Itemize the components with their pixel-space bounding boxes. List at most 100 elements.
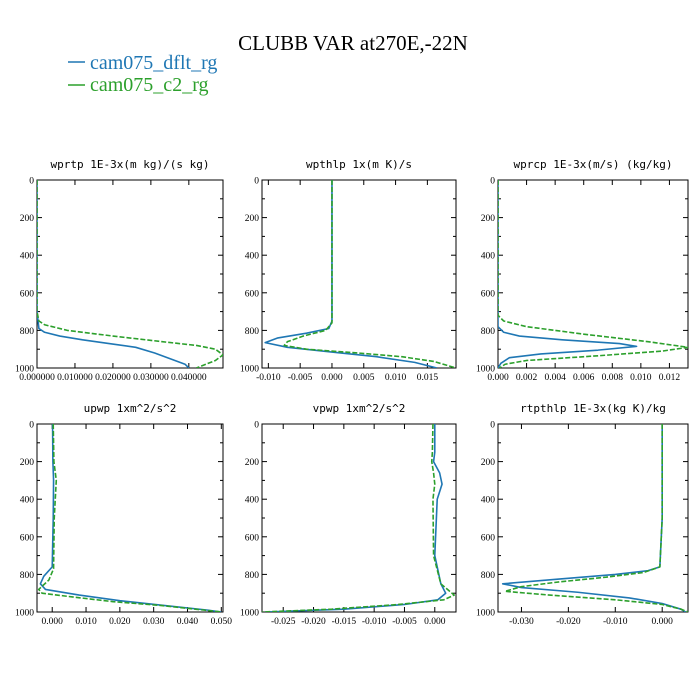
series-line-c2 [262,424,455,612]
x-tick-label: 0.000 [321,373,343,383]
panel-title: vpwp 1xm^2/s^2 [313,402,406,415]
legend-label-dflt: cam075_dflt_rg [90,52,217,74]
y-tick-label: 200 [481,458,496,468]
x-tick-label: 0.040 [177,617,199,627]
x-tick-label: 0.040000 [171,373,207,383]
y-tick-label: 400 [481,252,496,262]
x-tick-label: 0.020 [109,617,131,627]
y-tick-label: 800 [20,327,35,337]
panel-3: wprcp 1E-3x(m/s) (kg/kg) 0 200 400 600 800 100… [476,158,689,383]
y-tick-label: 1000 [15,365,34,375]
y-tick-label: 0 [29,421,34,431]
x-tick-label: 0.020000 [95,373,131,383]
y-tick-label: 600 [245,533,260,543]
y-tick-label: 800 [481,571,496,581]
y-tick-label: 600 [245,289,260,299]
x-tick-label: 0.050 [211,617,233,627]
y-tick-label: 600 [481,289,496,299]
y-tick-label: 600 [20,289,35,299]
panel-title: wprtp 1E-3x(m kg)/(s kg) [51,158,210,171]
series-line-dflt [265,424,447,612]
y-tick-label: 1000 [476,609,495,619]
x-tick-label: -0.005 [288,373,313,383]
x-tick-label: 0.005 [353,373,375,383]
x-tick-label: 0.000 [487,373,509,383]
x-tick-label: 0.008 [602,373,624,383]
y-tick-label: 1000 [240,609,259,619]
series-line-c2 [37,424,222,612]
x-tick-label: -0.005 [392,617,417,627]
x-tick-label: 0.010000 [57,373,93,383]
x-tick-label: -0.020 [556,617,581,627]
plot-frame [497,179,689,369]
panel-title: wprcp 1E-3x(m/s) (kg/kg) [514,158,673,171]
panel-5: vpwp 1xm^2/s^2 0 200 400 600 800 1000 -0.025 -0.… [240,402,457,627]
x-tick-label: 0.010 [385,373,407,383]
x-tick-label: 0.002 [516,373,538,383]
panel-title: upwp 1xm^2/s^2 [84,402,177,415]
y-tick-label: 0 [490,177,495,187]
panel-2: wpthlp 1x(m K)/s 0 200 400 600 800 1000-0.010-… [240,158,457,383]
y-tick-label: 800 [245,327,260,337]
y-tick-label: 800 [481,327,496,337]
y-tick-label: 600 [20,533,35,543]
panel-grid: wprtp 1E-3x(m kg)/(s kg) 0 200 400 600 800 100… [15,158,689,627]
x-tick-label: -0.010 [603,617,628,627]
x-tick-label: -0.030 [509,617,534,627]
x-tick-label: 0.000 [42,617,64,627]
x-tick-label: -0.020 [301,617,326,627]
panel-title: rtpthlp 1E-3x(kg K)/kg [520,402,666,415]
y-tick-label: 0 [29,177,34,187]
x-tick-label: -0.010 [256,373,281,383]
y-tick-label: 0 [254,421,259,431]
panel-1: wprtp 1E-3x(m kg)/(s kg) 0 200 400 600 800 100… [15,158,224,383]
y-tick-label: 400 [245,252,260,262]
x-tick-label: 0.000 [652,617,674,627]
y-tick-label: 800 [20,571,35,581]
plot-frame [36,179,224,369]
panel-4: upwp 1xm^2/s^2 0 200 400 600 800 1000 0.000 0.01… [15,402,232,627]
y-tick-label: 0 [490,421,495,431]
y-tick-label: 200 [481,214,496,224]
series-line-c2 [283,180,456,368]
series-line-dflt [39,424,222,612]
series-line-c2 [504,424,688,612]
x-tick-label: -0.025 [271,617,296,627]
y-tick-label: 400 [481,496,496,506]
x-tick-label: 0.004 [544,373,566,383]
panel-6: rtpthlp 1E-3x(kg K)/kg 0 200 400 600 800 1000 -… [476,402,689,627]
x-tick-label: -0.010 [362,617,387,627]
y-tick-label: 200 [20,214,35,224]
plot-frame [261,179,457,369]
x-tick-label: 0.010 [75,617,97,627]
panel-title: wpthlp 1x(m K)/s [306,158,412,171]
figure-title: CLUBB VAR at270E,-22N [238,31,468,55]
x-tick-label: 0.006 [573,373,595,383]
plot-frame [36,423,224,613]
x-tick-label: 0.000 [424,617,446,627]
y-tick-label: 800 [245,571,260,581]
x-tick-label: 0.030000 [133,373,169,383]
y-tick-label: 400 [245,496,260,506]
x-tick-label: 0.012 [659,373,681,383]
y-tick-label: 1000 [15,609,34,619]
series-line-c2 [37,180,223,368]
series-line-dflt [37,180,190,368]
series-line-c2 [498,180,688,368]
x-tick-label: 0.030 [143,617,165,627]
plot-frame [261,423,457,613]
y-tick-label: 200 [20,458,35,468]
y-tick-label: 0 [254,177,259,187]
legend-label-c2: cam075_c2_rg [90,74,209,96]
x-tick-label: 0.010 [630,373,652,383]
y-tick-label: 1000 [240,365,259,375]
series-line-dflt [501,424,687,612]
x-tick-label: -0.015 [332,617,357,627]
series-line-dflt [264,180,438,368]
y-tick-label: 200 [245,458,260,468]
y-tick-label: 200 [245,214,260,224]
plot-frame [497,423,689,613]
series-line-dflt [498,180,638,368]
legend: cam075_dflt_rg cam075_c2_rg [68,52,217,96]
